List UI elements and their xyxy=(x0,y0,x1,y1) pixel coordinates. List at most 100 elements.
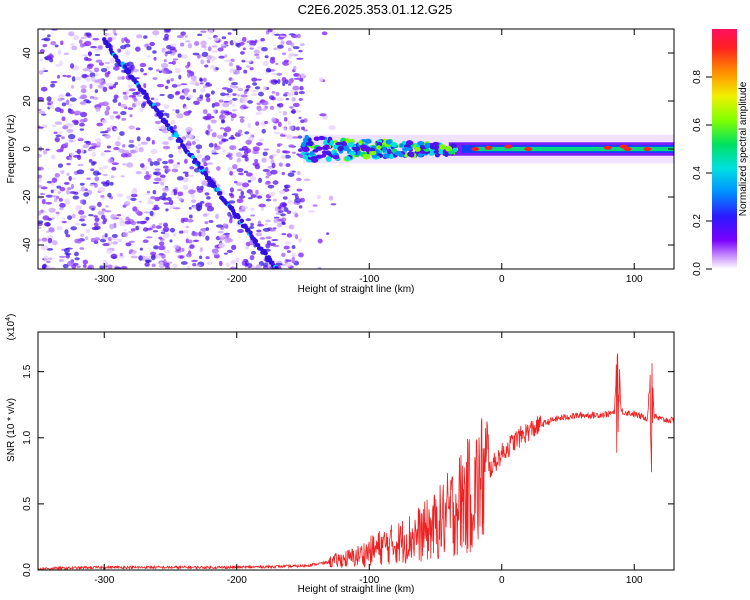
spectrogram-cell xyxy=(293,73,299,77)
spectrogram-cell xyxy=(66,128,74,133)
spectrogram-cell xyxy=(168,159,174,164)
snr-multiplier-close: ) xyxy=(6,314,17,317)
spectrogram-cell xyxy=(155,225,162,229)
spectrogram-cell xyxy=(269,95,275,100)
snr-multiplier-base: (x10 xyxy=(6,320,17,340)
spectrogram-cell xyxy=(229,40,234,46)
spectrogram-cell xyxy=(130,193,138,198)
spectrogram-cell xyxy=(47,237,53,244)
spectrogram-cell xyxy=(204,64,209,68)
spectrogram-cell xyxy=(82,259,89,265)
spectrogram-cell xyxy=(67,123,74,128)
spectrogram-cell xyxy=(202,213,208,217)
spectrogram-cell xyxy=(205,116,212,121)
spectrogram-cell xyxy=(200,45,207,49)
spectrogram-cell xyxy=(79,182,85,186)
spectrogram-cell xyxy=(225,262,230,267)
spectrogram-cell xyxy=(218,141,223,145)
spectrogram-cell xyxy=(114,141,121,147)
spectrogram-cell xyxy=(292,65,297,71)
spectrogram-cell xyxy=(130,228,136,232)
spectrogram-cell xyxy=(158,245,165,251)
spectrogram-cell xyxy=(231,82,238,86)
spectrogram-cell xyxy=(152,224,156,229)
spectrogram-cell xyxy=(119,131,125,136)
spectrogram-cell xyxy=(287,199,293,205)
snr-x-tick-label: -100 xyxy=(359,575,379,586)
spectrogram-cell xyxy=(82,263,87,268)
spectrogram-cell xyxy=(211,103,215,108)
spectrogram-cell xyxy=(223,132,228,137)
spectrogram-cell xyxy=(280,40,285,46)
spectrogram-cell xyxy=(281,171,285,176)
spectrogram-cell xyxy=(168,199,174,206)
spectrogram-cell xyxy=(294,198,302,203)
spectrogram-cell xyxy=(53,131,58,135)
spectrogram-cell xyxy=(252,82,258,86)
diagonal-track-point xyxy=(215,187,221,192)
spectrogram-cell xyxy=(278,110,282,114)
snr-x-tick-label: -300 xyxy=(94,575,114,586)
horizontal-track-blob xyxy=(358,139,363,146)
spectrogram-cell xyxy=(212,252,219,256)
horizontal-track-blob xyxy=(386,139,392,145)
spectrogram-cell xyxy=(283,207,289,212)
spectrogram-x-label: Height of straight line (km) xyxy=(298,284,415,295)
spectrogram-cell xyxy=(149,210,154,217)
spectrogram-cell xyxy=(65,234,71,238)
spectrogram-cell xyxy=(58,255,66,258)
colorbar-tick-label: 0.4 xyxy=(692,166,703,180)
spectrogram-cell xyxy=(164,29,171,33)
spectrogram-cell xyxy=(94,217,100,222)
spectrogram-cell xyxy=(105,105,111,112)
spectrogram-cell xyxy=(201,157,207,163)
spectrogram-cell xyxy=(210,64,216,69)
horizontal-track-blob xyxy=(382,146,387,153)
spectrogram-cell xyxy=(285,262,292,268)
spectrogram-cell xyxy=(102,86,108,92)
spectrogram-cell xyxy=(219,127,225,130)
spectrogram-cell xyxy=(317,238,323,244)
spectrogram-cell xyxy=(114,266,121,269)
spectrogram-cell xyxy=(91,76,96,82)
horizontal-track-blob xyxy=(439,144,447,150)
spectrogram-cell xyxy=(192,262,197,267)
spectrogram-cell xyxy=(46,230,50,233)
spectrogram-cell xyxy=(205,93,211,98)
spectrogram-cell xyxy=(113,128,119,131)
spectrogram-cell xyxy=(192,88,197,93)
spectrogram-cell xyxy=(267,184,275,189)
spectrogram-cell xyxy=(152,189,157,195)
colorbar-label: Normalized spectral amplitude xyxy=(738,81,749,216)
spectrogram-cell xyxy=(187,239,193,244)
spectrogram-cell xyxy=(208,219,214,224)
spectrogram-cell xyxy=(221,149,227,153)
spectrogram-cell xyxy=(250,214,256,217)
spectrogram-cell xyxy=(284,185,288,189)
horizontal-track-blob xyxy=(341,140,348,147)
spectrogram-cell xyxy=(182,184,189,191)
spectrogram-cell xyxy=(206,59,211,64)
spectrogram-cell xyxy=(245,245,249,250)
spectrogram-cell xyxy=(249,47,254,50)
spectrogram-cell xyxy=(104,210,112,213)
spectrogram-cell xyxy=(291,193,299,196)
spectrogram-cell xyxy=(153,56,157,61)
spectrogram-cell xyxy=(135,91,141,95)
spectrogram-cell xyxy=(38,174,43,179)
spectrogram-cell xyxy=(245,88,250,91)
spectrogram-cell xyxy=(273,216,280,219)
spectrogram-cell xyxy=(163,202,171,205)
spectrogram-cell xyxy=(71,76,76,82)
spectrogram-cell xyxy=(283,117,288,122)
spectrogram-cell xyxy=(215,213,219,220)
spectrogram-cell xyxy=(176,84,182,87)
spectrogram-cell xyxy=(86,100,92,104)
spectrogram-cell xyxy=(275,92,280,96)
spectrogram-cell xyxy=(273,80,278,84)
spectrogram-cell xyxy=(120,175,125,178)
spectrogram-cell xyxy=(191,140,196,145)
spectrogram-cell xyxy=(276,97,284,101)
spectrogram-cell xyxy=(48,257,53,261)
spectrogram-cell xyxy=(291,260,296,264)
